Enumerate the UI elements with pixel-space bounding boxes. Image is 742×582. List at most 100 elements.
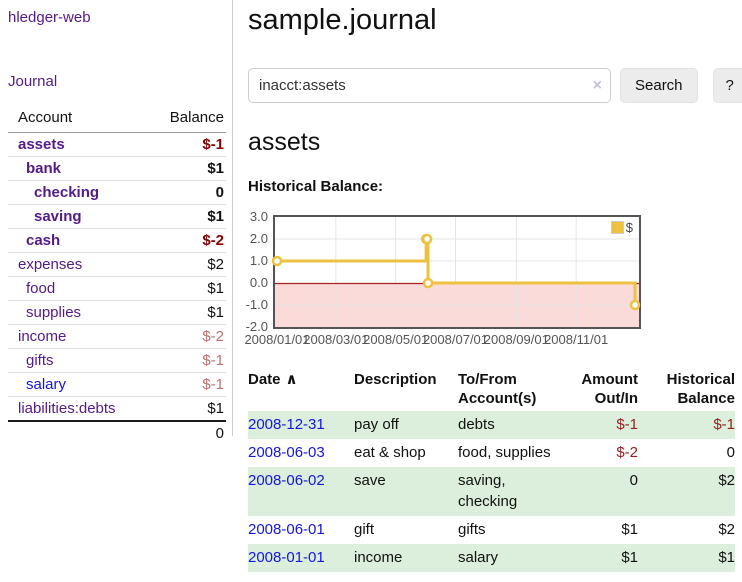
transaction-date-link[interactable]: 2008-06-01 (248, 521, 325, 538)
y-tick-label: 1.0 (249, 253, 268, 268)
register-header-amount: Amount Out/In (581, 371, 638, 407)
account-balance: $-2 (143, 324, 226, 349)
transaction-description: save (354, 472, 386, 489)
account-row: supplies $1 (8, 300, 226, 325)
transaction-date-link[interactable]: 2008-06-03 (248, 444, 325, 461)
accounts-table: Account Balance assets $-1 bank $1 checking 0… (8, 107, 226, 445)
sort-ascending-icon: ∧ (285, 371, 298, 388)
transaction-balance: $1 (718, 549, 735, 566)
register-header-date[interactable]: Date ∧ (248, 371, 298, 388)
transaction-accounts: debts (458, 416, 495, 433)
search-button[interactable]: Search (620, 68, 698, 103)
chart-legend: $ (610, 220, 633, 235)
sidebar: hledger-web Journal Account Balance asse… (0, 0, 233, 445)
main-content: sample.journal × Search ? assets Histori… (244, 0, 742, 572)
account-row: assets $-1 (8, 133, 226, 157)
transaction-amount: $1 (621, 549, 638, 566)
x-tick-label: 2008/11/01 (544, 332, 609, 347)
account-balance: $1 (143, 396, 226, 421)
transaction-accounts: saving, checking (458, 472, 518, 510)
sidebar-account-link[interactable]: income (18, 328, 67, 345)
accounts-total-row: 0 (8, 420, 226, 445)
balance-chart: 3.0 2.0 1.0 0.0 -1.0 -2.0 $ 2008/01/01 2008/03… (244, 203, 735, 347)
transaction-date-link[interactable]: 2008-12-31 (248, 416, 325, 433)
sidebar-account-link[interactable]: assets (18, 136, 65, 153)
y-tick-label: 0.0 (249, 275, 268, 290)
transaction-description: pay off (354, 416, 399, 433)
search-box: × (248, 68, 611, 103)
transaction-row: 2008-06-01 gift gifts $1 $2 (248, 516, 735, 544)
account-row: expenses $2 (8, 252, 226, 277)
accounts-total: 0 (143, 420, 226, 445)
sidebar-item-journal[interactable]: Journal (8, 73, 58, 90)
account-balance: $-1 (143, 348, 226, 373)
sidebar-account-link[interactable]: saving (34, 208, 82, 225)
account-balance: $1 (143, 300, 226, 325)
transaction-balance: $2 (718, 472, 735, 489)
legend-swatch-icon (610, 221, 624, 234)
register-header-row: Date ∧ Description To/From Account(s) Amo… (248, 368, 735, 411)
y-tick-label: -1.0 (245, 297, 268, 312)
transaction-balance: 0 (726, 444, 735, 461)
transaction-amount: $-1 (616, 416, 638, 433)
transaction-description: eat & shop (354, 444, 426, 461)
account-balance: $-2 (143, 228, 226, 253)
account-balance: $2 (143, 252, 226, 277)
account-balance: $1 (143, 276, 226, 301)
transaction-row: 2008-06-03 eat & shop food, supplies $-2 0 (248, 439, 735, 467)
transaction-accounts: salary (458, 549, 499, 566)
data-point-marker (271, 255, 283, 267)
transaction-balance: $2 (718, 521, 735, 538)
y-tick-label: 3.0 (249, 209, 268, 224)
account-row: checking 0 (8, 180, 226, 205)
x-tick-label: 2008/09/01 (483, 332, 549, 347)
chart-title: Historical Balance: (248, 178, 384, 195)
x-tick-label: 2008/01/01 (244, 332, 310, 347)
transaction-amount: $-2 (616, 444, 638, 461)
account-row: saving $1 (8, 204, 226, 229)
sidebar-account-link[interactable]: supplies (26, 304, 82, 321)
account-heading: assets (248, 128, 321, 156)
search-form: × Search ? (248, 68, 742, 103)
sidebar-account-link[interactable]: bank (26, 160, 62, 177)
account-balance: $1 (143, 156, 226, 181)
sidebar-account-link[interactable]: cash (26, 232, 61, 249)
sidebar-account-link[interactable]: salary (26, 376, 67, 393)
brand-link[interactable]: hledger-web (8, 9, 91, 26)
data-point-marker (421, 233, 433, 245)
search-input[interactable] (248, 68, 611, 103)
register-header-description: Description (354, 371, 437, 388)
register-header-accounts: To/From Account(s) (458, 371, 537, 407)
transaction-row: 2008-12-31 pay off debts $-1 $-1 (248, 411, 735, 439)
help-button[interactable]: ? (712, 68, 742, 103)
transaction-description: gift (354, 521, 375, 538)
account-row: liabilities:debts $1 (8, 396, 226, 421)
transaction-date-link[interactable]: 2008-06-02 (248, 472, 325, 489)
register-table: Date ∧ Description To/From Account(s) Amo… (248, 368, 735, 572)
chart-plot-area[interactable]: $ (271, 215, 641, 329)
transaction-balance: $-1 (713, 416, 735, 433)
page-title: sample.journal (248, 4, 437, 36)
account-balance: 0 (143, 180, 226, 205)
clear-search-icon[interactable]: × (592, 77, 602, 94)
sidebar-account-link[interactable]: expenses (18, 256, 83, 273)
account-row: income $-2 (8, 324, 226, 349)
account-balance: $-1 (202, 136, 224, 153)
transaction-accounts: food, supplies (458, 444, 551, 461)
transaction-date-link[interactable]: 2008-01-01 (248, 549, 325, 566)
account-balance: $-1 (143, 372, 226, 397)
x-tick-label: 2008/07/01 (422, 332, 489, 347)
y-tick-label: 2.0 (249, 231, 268, 246)
sidebar-account-link[interactable]: gifts (26, 352, 54, 369)
sidebar-account-link[interactable]: food (26, 280, 56, 297)
transaction-description: income (354, 549, 403, 566)
transaction-row: 2008-01-01 income salary $1 $1 (248, 544, 735, 572)
account-row: salary $-1 (8, 372, 226, 397)
y-tick-label: -2.0 (245, 319, 268, 334)
transaction-row: 2008-06-02 save saving, checking 0 $2 (248, 467, 735, 516)
sidebar-account-link[interactable]: checking (34, 184, 100, 201)
x-tick-label: 2008/05/01 (363, 332, 429, 347)
account-balance: $1 (143, 204, 226, 229)
sidebar-account-link[interactable]: liabilities:debts (18, 400, 116, 417)
transaction-amount: 0 (629, 472, 638, 489)
